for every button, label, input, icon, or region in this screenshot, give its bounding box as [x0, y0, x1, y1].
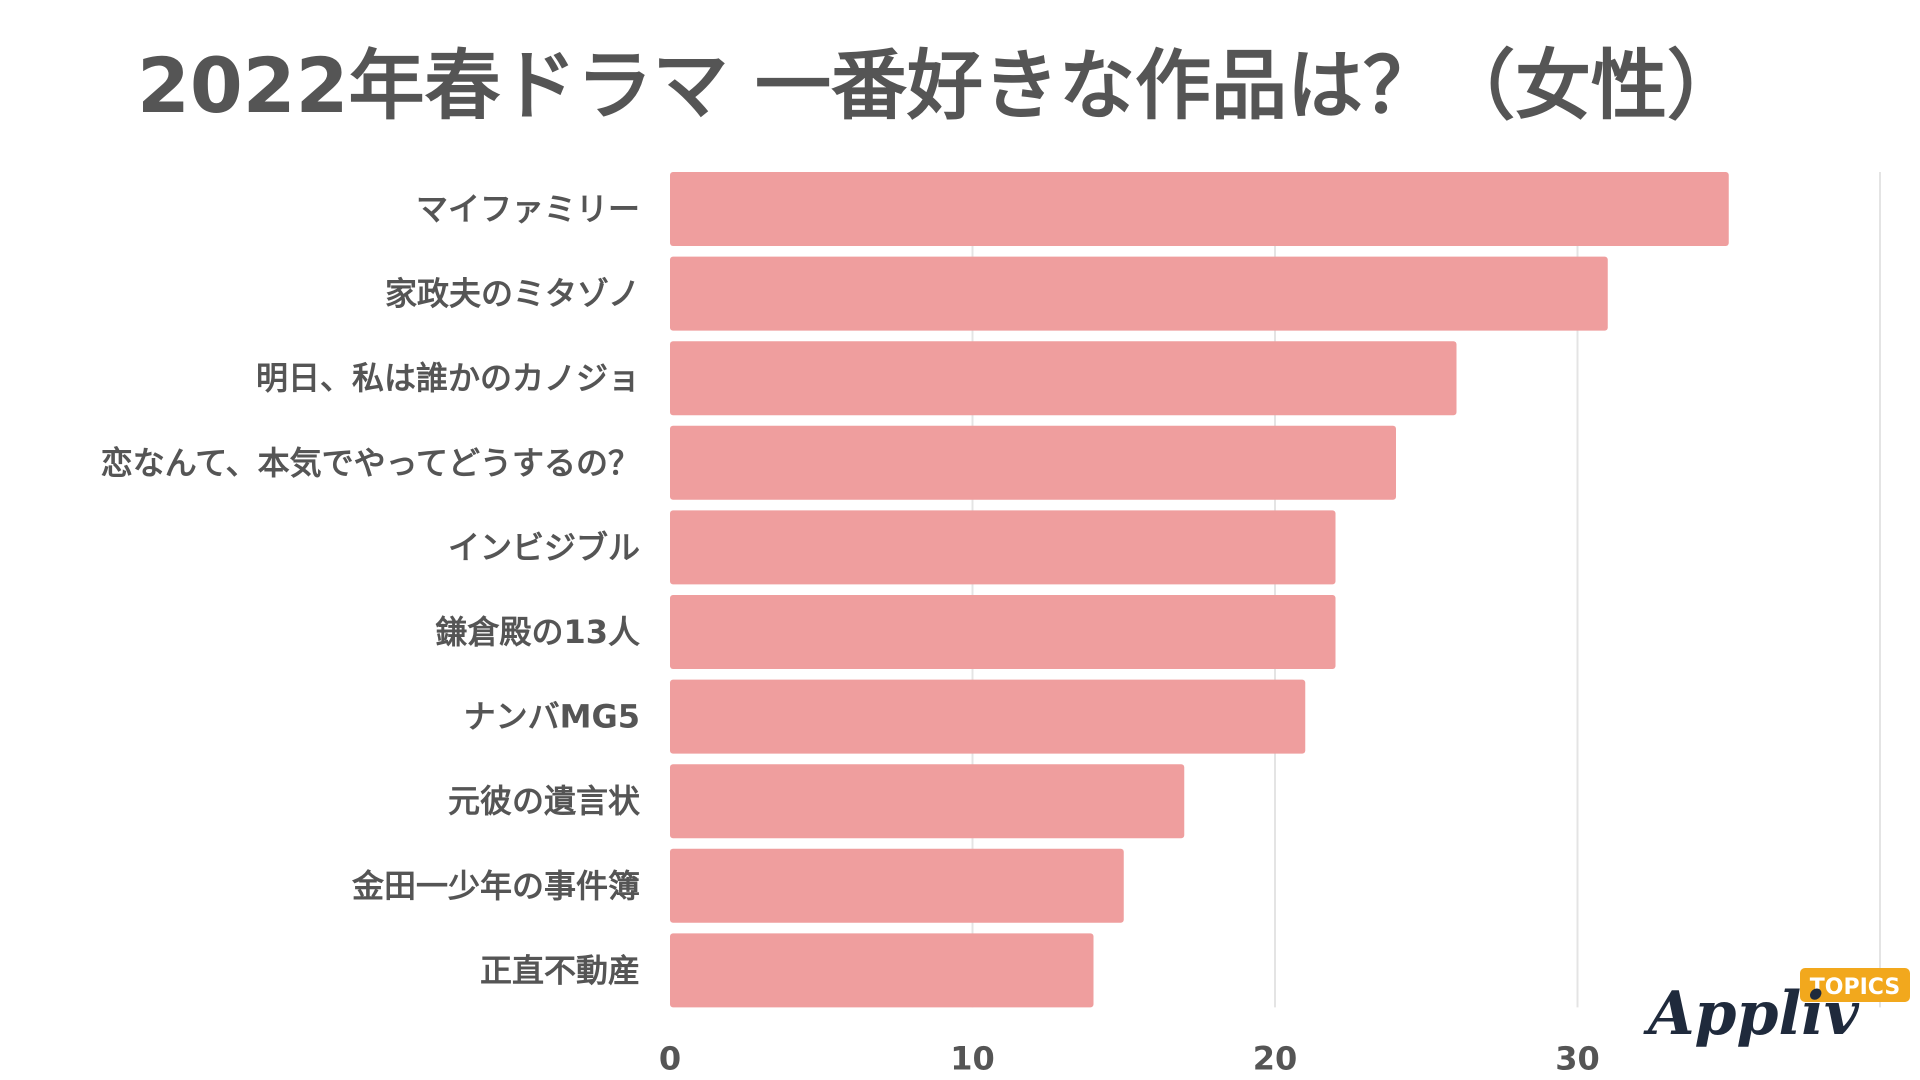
bar [670, 764, 1185, 839]
bar [670, 933, 1094, 1008]
category-label: 元彼の遺言状 [448, 782, 641, 820]
category-label: 明日、私は誰かのカノジョ [256, 359, 640, 397]
category-label: マイファミリー [416, 190, 640, 228]
category-label: 金田一少年の事件簿 [351, 867, 640, 905]
bar [670, 425, 1396, 500]
category-label: 鎌倉殿の13人 [435, 613, 640, 651]
bar [670, 341, 1457, 416]
appliv-logo: TOPICS Appliv [1643, 968, 1910, 1049]
category-labels: マイファミリー家政夫のミタゾノ明日、私は誰かのカノジョ恋なんて、本気でやってどう… [101, 190, 641, 989]
category-label: インビジブル [448, 528, 640, 566]
bar [670, 510, 1336, 585]
category-label: 恋なんて、本気でやってどうするの？ [101, 444, 640, 482]
bar [670, 595, 1336, 669]
bar [670, 172, 1729, 246]
bars [670, 172, 1729, 1008]
x-axis-tick-labels: 0 10 20 30 [659, 1039, 1600, 1077]
bar [670, 848, 1124, 923]
logo-tag-background [1800, 968, 1910, 1002]
x-tick-label: 0 [659, 1039, 681, 1077]
x-tick-label: 10 [950, 1039, 995, 1077]
category-label: 正直不動産 [480, 951, 640, 989]
logo-wordmark: Appliv [1643, 979, 1860, 1049]
x-tick-label: 30 [1555, 1039, 1600, 1077]
bar [670, 679, 1306, 754]
chart-title: 2022年春ドラマ 一番好きな作品は？（女性） [137, 41, 1743, 130]
category-label: ナンバMG5 [464, 698, 640, 736]
category-label: 家政夫のミタゾノ [385, 275, 640, 313]
x-tick-label: 20 [1253, 1039, 1298, 1077]
bar [670, 256, 1608, 331]
logo-tag-text: TOPICS [1810, 975, 1900, 1000]
